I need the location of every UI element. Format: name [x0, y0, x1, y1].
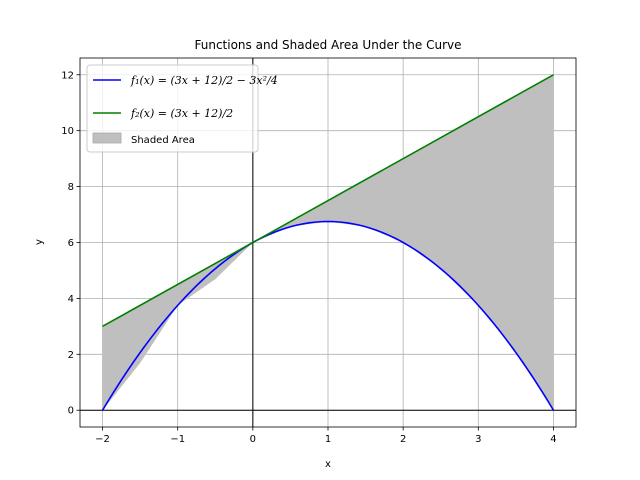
legend-label-f1: f₁(x) = (3x + 12)/2 − 3x²/4 — [130, 74, 278, 87]
x-tick-label-6: 4 — [550, 434, 556, 445]
x-tick-label-3: 1 — [325, 434, 331, 445]
x-tick-label-1: −1 — [170, 434, 185, 445]
x-tick-label-0: −2 — [95, 434, 110, 445]
legend-box — [86, 64, 259, 153]
y-tick-label-6: 12 — [61, 70, 74, 81]
shaded-area — [102, 74, 554, 411]
y-tick-label-3: 6 — [68, 238, 74, 249]
y-axis-label: y — [34, 239, 45, 245]
y-tick-label-0: 0 — [68, 406, 74, 417]
x-tick-label-5: 3 — [475, 434, 481, 445]
legend-label-shaded: Shaded Area — [131, 135, 195, 146]
y-tick-label-2: 4 — [68, 294, 74, 305]
legend: f₁(x) = (3x + 12)/2 − 3x²/4 f₂(x) = (3x … — [86, 64, 278, 153]
y-tick-label-1: 2 — [68, 350, 74, 361]
series-lines — [101, 74, 555, 411]
legend-label-f2: f₂(x) = (3x + 12)/2 — [130, 107, 233, 120]
x-axis-label: x — [325, 459, 331, 470]
shaded-region — [102, 74, 554, 411]
series-f2-line — [102, 74, 554, 328]
x-ticks: −2 −1 0 1 2 3 4 — [95, 427, 557, 445]
y-tick-label-4: 8 — [68, 182, 74, 193]
chart-title: Functions and Shaded Area Under the Curv… — [195, 38, 462, 52]
x-tick-label-2: 0 — [250, 434, 256, 445]
x-tick-label-4: 2 — [400, 434, 406, 445]
y-ticks: 0 2 4 6 8 10 12 — [61, 70, 80, 417]
series-f1-line — [101, 220, 555, 411]
legend-swatch-shaded — [92, 132, 122, 144]
y-tick-label-5: 10 — [61, 126, 74, 137]
